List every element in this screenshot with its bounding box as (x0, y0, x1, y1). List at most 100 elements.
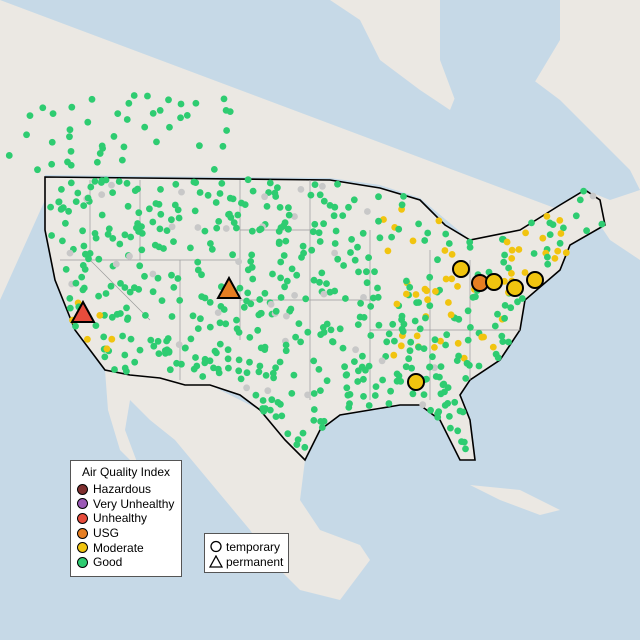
monitor-dot[interactable] (347, 249, 354, 256)
monitor-dot[interactable] (204, 191, 212, 199)
monitor-dot[interactable] (462, 445, 469, 453)
monitor-dot[interactable] (26, 112, 34, 120)
monitor-dot[interactable] (420, 391, 428, 398)
monitor-dot[interactable] (422, 314, 429, 322)
monitor-dot[interactable] (562, 249, 570, 257)
monitor-dot[interactable] (218, 180, 226, 187)
monitor-dot[interactable] (224, 355, 232, 363)
monitor-dot[interactable] (327, 326, 335, 334)
monitor-dot[interactable] (331, 240, 339, 247)
monitor-dot[interactable] (359, 352, 366, 360)
monitor-dot[interactable] (226, 194, 234, 202)
monitor-dot[interactable] (229, 251, 237, 259)
monitor-dot[interactable] (236, 284, 244, 292)
monitor-dot[interactable] (222, 320, 230, 328)
monitor-dot[interactable] (224, 346, 232, 354)
monitor-dot[interactable] (174, 275, 182, 282)
monitor-dot[interactable] (360, 393, 367, 400)
monitor-dot[interactable] (244, 176, 252, 184)
monitor-dot[interactable] (308, 246, 316, 254)
monitor-dot[interactable] (58, 186, 65, 193)
monitor-dot[interactable] (367, 332, 375, 339)
monitor-dot[interactable] (277, 400, 284, 408)
monitor-dot[interactable] (261, 405, 269, 412)
monitor-dot[interactable] (375, 193, 382, 201)
monitor-dot[interactable] (107, 282, 115, 290)
monitor-dot[interactable] (257, 309, 265, 317)
monitor-dot[interactable] (93, 158, 101, 166)
monitor-dot[interactable] (235, 258, 243, 265)
monitor-dot[interactable] (521, 269, 529, 276)
highlighted-monitor-temporary[interactable] (407, 373, 425, 391)
monitor-dot[interactable] (360, 294, 367, 301)
monitor-dot[interactable] (154, 337, 162, 345)
monitor-dot[interactable] (441, 388, 448, 396)
monitor-dot[interactable] (79, 262, 87, 269)
monitor-dot[interactable] (201, 294, 209, 302)
monitor-dot[interactable] (320, 290, 328, 298)
monitor-dot[interactable] (144, 92, 151, 100)
monitor-dot[interactable] (62, 266, 70, 273)
monitor-dot[interactable] (118, 156, 126, 164)
monitor-dot[interactable] (318, 269, 326, 277)
monitor-dot[interactable] (543, 212, 551, 220)
monitor-dot[interactable] (249, 275, 257, 283)
monitor-dot[interactable] (59, 237, 66, 245)
monitor-dot[interactable] (66, 304, 74, 312)
monitor-dot[interactable] (426, 273, 434, 281)
monitor-dot[interactable] (505, 338, 512, 346)
monitor-dot[interactable] (226, 108, 234, 116)
monitor-dot[interactable] (293, 271, 301, 279)
monitor-dot[interactable] (220, 95, 228, 103)
monitor-dot[interactable] (55, 198, 63, 206)
monitor-dot[interactable] (576, 196, 584, 204)
monitor-dot[interactable] (462, 375, 470, 382)
monitor-dot[interactable] (387, 387, 394, 395)
monitor-dot[interactable] (316, 238, 324, 245)
monitor-dot[interactable] (170, 238, 177, 246)
monitor-dot[interactable] (213, 224, 221, 232)
monitor-dot[interactable] (494, 310, 501, 318)
monitor-dot[interactable] (494, 354, 502, 362)
monitor-dot[interactable] (288, 265, 296, 273)
monitor-dot[interactable] (432, 373, 440, 380)
monitor-dot[interactable] (201, 227, 209, 235)
monitor-dot[interactable] (464, 307, 472, 315)
monitor-dot[interactable] (446, 413, 453, 420)
monitor-dot[interactable] (383, 338, 391, 346)
monitor-dot[interactable] (437, 337, 444, 345)
monitor-dot[interactable] (216, 190, 224, 197)
monitor-dot[interactable] (206, 299, 214, 306)
monitor-dot[interactable] (237, 375, 245, 383)
monitor-dot[interactable] (48, 232, 55, 239)
monitor-dot[interactable] (124, 316, 131, 323)
monitor-dot[interactable] (168, 216, 175, 224)
monitor-dot[interactable] (136, 346, 144, 354)
monitor-dot[interactable] (505, 264, 512, 272)
highlighted-monitor-temporary[interactable] (485, 273, 503, 291)
monitor-dot[interactable] (108, 335, 116, 343)
monitor-dot[interactable] (332, 227, 340, 235)
monitor-dot[interactable] (445, 299, 452, 306)
monitor-dot[interactable] (475, 362, 483, 370)
monitor-dot[interactable] (105, 225, 113, 233)
monitor-dot[interactable] (371, 268, 378, 276)
monitor-dot[interactable] (88, 95, 96, 103)
monitor-dot[interactable] (398, 201, 406, 209)
monitor-dot[interactable] (138, 223, 145, 231)
monitor-dot[interactable] (244, 266, 252, 274)
monitor-dot[interactable] (409, 390, 417, 398)
monitor-dot[interactable] (508, 246, 516, 254)
monitor-dot[interactable] (285, 204, 292, 212)
monitor-dot[interactable] (256, 362, 264, 370)
monitor-dot[interactable] (478, 333, 486, 341)
monitor-dot[interactable] (402, 363, 410, 371)
monitor-dot[interactable] (208, 245, 216, 253)
monitor-dot[interactable] (460, 354, 468, 362)
monitor-dot[interactable] (95, 255, 103, 263)
monitor-dot[interactable] (235, 329, 243, 336)
monitor-dot[interactable] (416, 325, 424, 333)
monitor-dot[interactable] (277, 258, 285, 266)
monitor-dot[interactable] (359, 229, 367, 237)
monitor-dot[interactable] (318, 424, 326, 431)
